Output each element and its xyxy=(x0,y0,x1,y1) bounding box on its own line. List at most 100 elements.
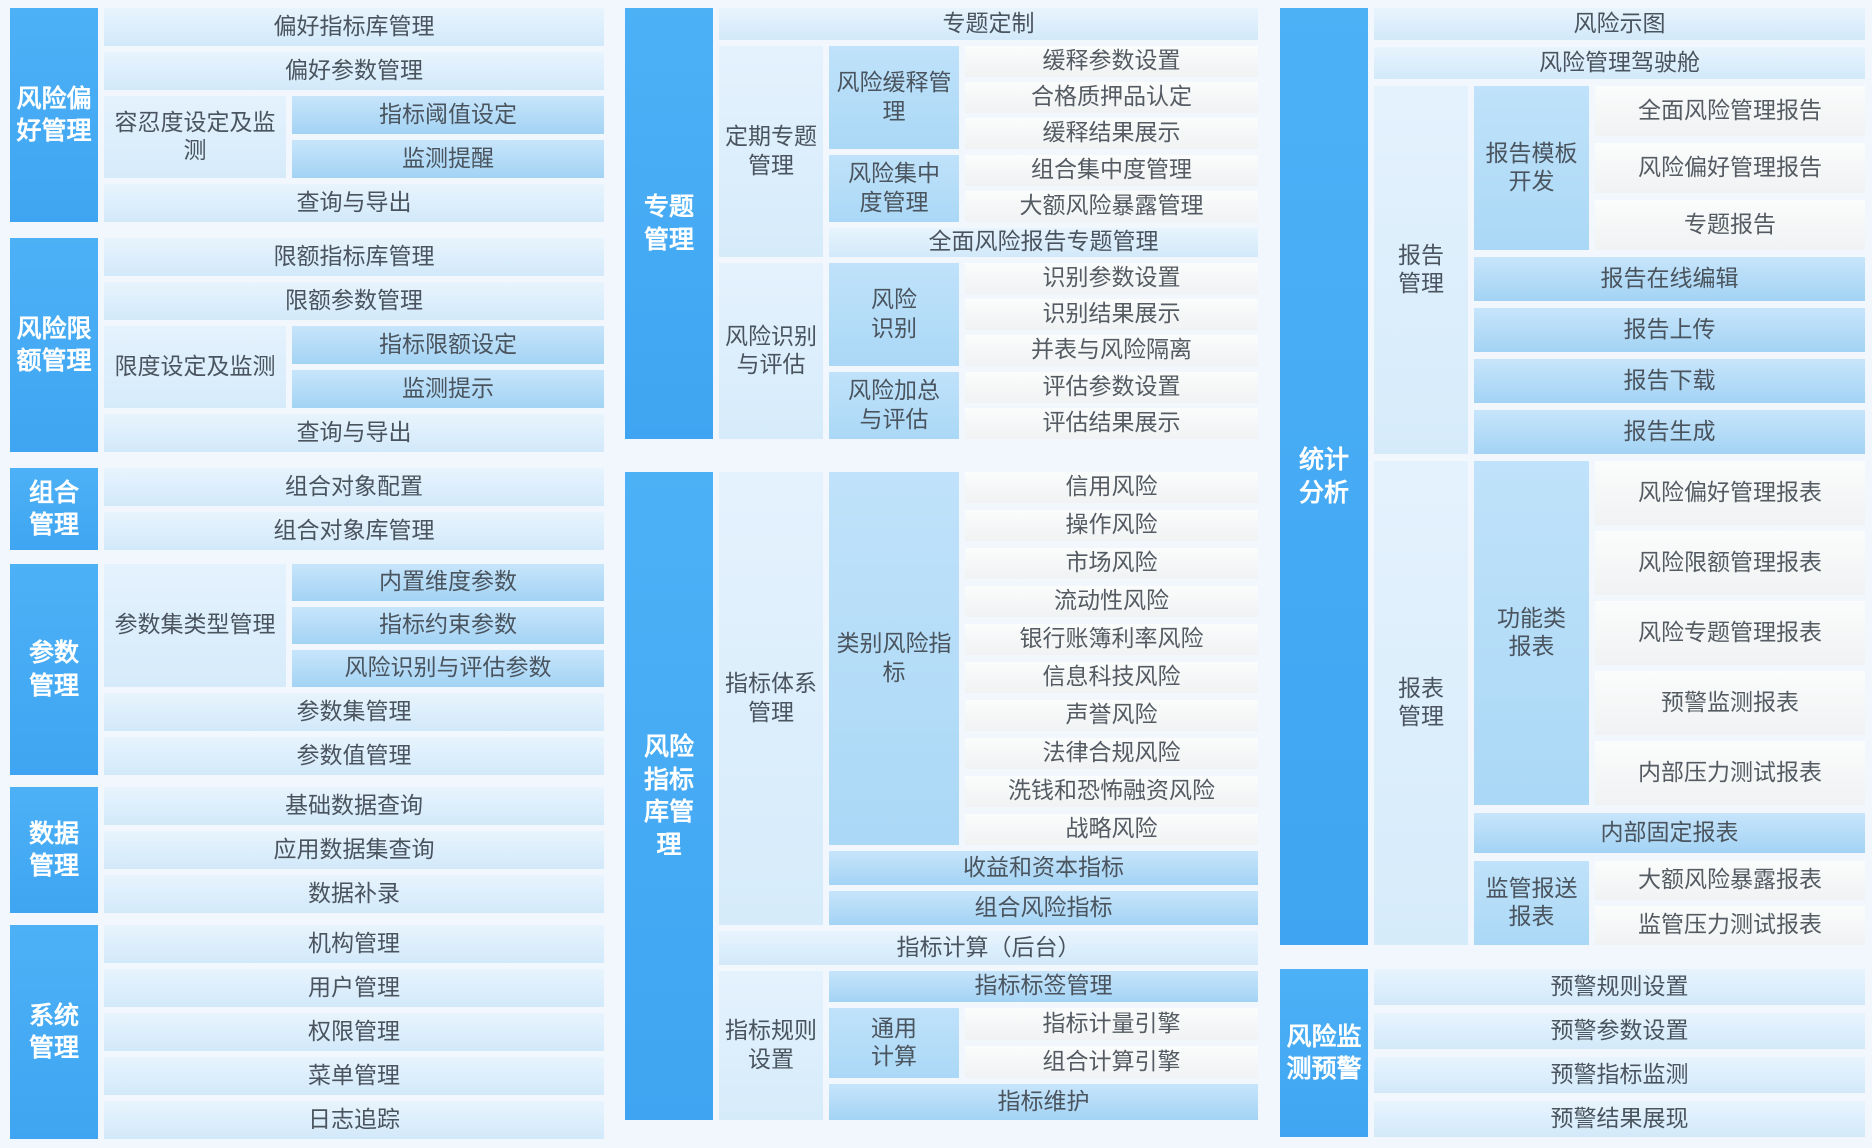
risk-aggregation-evaluation-group: 风险加总 与评估 评估参数设置 评估结果展示 xyxy=(829,372,1258,439)
strategic-risk: 战略风险 xyxy=(965,814,1258,845)
it-risk: 信息科技风险 xyxy=(965,662,1258,693)
risk-monitoring-warning-bar: 风险监 测预警 xyxy=(1280,969,1368,1137)
parameter-value-mgmt: 参数值管理 xyxy=(104,737,604,775)
risk-ident-eval-params: 风险识别与评估参数 xyxy=(292,650,604,687)
risk-mitigation-mgmt-group: 风险缓释管 理缓释参数设置 合格质押品认定 缓释结果展示 xyxy=(829,46,1258,149)
risk-topic-mgmt-statement: 风险专题管理报表 xyxy=(1595,601,1865,665)
risk-appetite-mgmt-bar: 风险偏 好管理 xyxy=(10,8,98,222)
indicator-measurement-engine: 指标计量引擎 xyxy=(965,1008,1258,1040)
monitoring-alert: 监测提示 xyxy=(292,370,604,408)
portfolio-mgmt-section: 组合 管理 组合对象配置 组合对象库管理 xyxy=(10,468,604,550)
indicator-rule-setting: 指标规则 设置 xyxy=(719,971,823,1120)
risk-identification-group: 风险 识别 识别参数设置 识别结果展示 并表与风险隔离 xyxy=(829,263,1258,366)
stack: 类别风险指 标信用风险 操作风险 市场风险 流动性风险 银行账簿利率风险 信息科技风险 声誉… xyxy=(829,472,1258,925)
statistical-analysis-bar: 统计 分析 xyxy=(1280,8,1368,945)
stack: 参数集类型管理 内置维度参数 指标约束参数 风险识别与评估参数参数集管理参数值管理 xyxy=(104,564,604,775)
stack: 风险偏好管理报表 风险限额管理报表 风险专题管理报表 预警监测报表 内部压力测试报表 xyxy=(1595,461,1865,805)
limit-setting-monitoring-group: 限度设定及监测 指标限额设定 监测提示 xyxy=(104,326,604,408)
indicator-rule-setting-group: 指标规则 设置 指标标签管理通用 计算 指标计量引擎 组合计算引擎指标维护 xyxy=(719,971,1258,1120)
application-dataset-query: 应用数据集查询 xyxy=(104,831,604,869)
menu-mgmt: 菜单管理 xyxy=(104,1057,604,1095)
general-calculation-group: 通用 计算 指标计量引擎 组合计算引擎 xyxy=(829,1008,1258,1078)
risk-identification: 风险 识别 xyxy=(829,263,959,366)
indicator-system-mgmt: 指标体系 管理 xyxy=(719,472,823,925)
system-mgmt-section: 系统 管理 机构管理 用户管理 权限管理 菜单管理 日志追踪 xyxy=(10,925,604,1139)
regulatory-submission-statements-group: 监管报送 报表 大额风险暴露报表 监管压力测试报表 xyxy=(1474,861,1865,945)
stack: 组合对象配置 组合对象库管理 xyxy=(104,468,604,550)
portfolio-object-library-mgmt: 组合对象库管理 xyxy=(104,512,604,550)
permission-mgmt: 权限管理 xyxy=(104,1013,604,1051)
regulatory-submission-statements: 监管报送 报表 xyxy=(1474,861,1589,945)
mitigation-result-display: 缓释结果展示 xyxy=(965,118,1258,149)
internal-stress-test-statement: 内部压力测试报表 xyxy=(1595,741,1865,805)
risk-aggregation-evaluation: 风险加总 与评估 xyxy=(829,372,959,439)
stack: 报告模板 开发 全面风险管理报告 风险偏好管理报告 专题报告 报告在线编辑 报告上传 报告下… xyxy=(1474,86,1865,454)
parameter-set-type-mgmt: 参数集类型管理 xyxy=(104,564,286,687)
tolerance-setting-monitoring: 容忍度设定及监 测 xyxy=(104,96,286,178)
topic-customization: 专题定制 xyxy=(719,8,1258,40)
basic-data-query: 基础数据查询 xyxy=(104,787,604,825)
report-online-editing: 报告在线编辑 xyxy=(1474,257,1865,301)
aml-terrorist-financing-risk: 洗钱和恐怖融资风险 xyxy=(965,776,1258,807)
indicator-threshold-setting: 指标阈值设定 xyxy=(292,96,604,134)
category-risk-indicators-group: 类别风险指 标信用风险 操作风险 市场风险 流动性风险 银行账簿利率风险 信息科技风险 声誉… xyxy=(829,472,1258,845)
banking-book-interest-rate-risk: 银行账簿利率风险 xyxy=(965,624,1258,655)
identification-result-display: 识别结果展示 xyxy=(965,299,1258,330)
liquidity-risk: 流动性风险 xyxy=(965,586,1258,617)
reputation-risk: 声誉风险 xyxy=(965,700,1258,731)
stack: 大额风险暴露报表 监管压力测试报表 xyxy=(1595,861,1865,945)
indicator-tag-mgmt: 指标标签管理 xyxy=(829,971,1258,1002)
report-template-dev: 报告模板 开发 xyxy=(1474,86,1589,250)
tolerance-setting-monitoring-group: 容忍度设定及监 测指标阈值设定 监测提醒 xyxy=(104,96,604,178)
eligible-collateral-recognition: 合格质押品认定 xyxy=(965,82,1258,113)
functional-statements-group: 功能类 报表 风险偏好管理报表 风险限额管理报表 风险专题管理报表 预警监测报表 内部压力… xyxy=(1474,461,1865,805)
report-download: 报告下载 xyxy=(1474,359,1865,403)
limit-query-export: 查询与导出 xyxy=(104,414,604,452)
topic-mgmt-bar: 专题 管理 xyxy=(625,8,713,439)
report-mgmt-group: 报告 管理 报告模板 开发 全面风险管理报告 风险偏好管理报告 专题报告 报告在线编辑 报告… xyxy=(1374,86,1865,454)
stack: 机构管理 用户管理 权限管理 菜单管理 日志追踪 xyxy=(104,925,604,1139)
category-risk-indicators: 类别风险指 标 xyxy=(829,472,959,845)
stack: 识别参数设置 识别结果展示 并表与风险隔离 xyxy=(965,263,1258,366)
legal-compliance-risk: 法律合规风险 xyxy=(965,738,1258,769)
stack: 指标标签管理通用 计算 指标计量引擎 组合计算引擎指标维护 xyxy=(829,971,1258,1120)
risk-mitigation-mgmt: 风险缓释管 理 xyxy=(829,46,959,149)
comprehensive-risk-mgmt-report: 全面风险管理报告 xyxy=(1595,86,1865,136)
system-mgmt-bar: 系统 管理 xyxy=(10,925,98,1139)
built-in-dimension-params: 内置维度参数 xyxy=(292,564,604,601)
right-column: 统计 分析 风险示图 风险管理驾驶舱 报告 管理 报告模板 开发 全面风险管理报告 风险偏好… xyxy=(1280,8,1865,1137)
stack: 评估参数设置 评估结果展示 xyxy=(965,372,1258,439)
large-risk-exposure-statement: 大额风险暴露报表 xyxy=(1595,861,1865,900)
general-calculation: 通用 计算 xyxy=(829,1008,959,1078)
functional-statements: 功能类 报表 xyxy=(1474,461,1589,805)
stack: 偏好指标库管理 偏好参数管理 容忍度设定及监 测指标阈值设定 监测提醒 查询与导出 xyxy=(104,8,604,222)
risk-appetite-mgmt-section: 风险偏 好管理 偏好指标库管理 偏好参数管理 容忍度设定及监 测指标阈值设定 监测提醒查… xyxy=(10,8,604,222)
risk-monitoring-warning-section: 风险监 测预警 预警规则设置 预警参数设置 预警指标监测 预警结果展现 xyxy=(1280,969,1865,1137)
risk-identification-evaluation: 风险识别 与评估 xyxy=(719,263,823,439)
risk-limit-mgmt-bar: 风险限 额管理 xyxy=(10,238,98,452)
monitoring-reminder: 监测提醒 xyxy=(292,140,604,178)
stack: 限额指标库管理 限额参数管理 限度设定及监测 指标限额设定 监测提示 查询与导出 xyxy=(104,238,604,452)
stack: 指标体系 管理 类别风险指 标信用风险 操作风险 市场风险 流动性风险 银行账簿利率风险信… xyxy=(719,472,1258,1120)
indicator-limit-setting: 指标限额设定 xyxy=(292,326,604,364)
indicator-calculation-backend: 指标计算（后台） xyxy=(719,931,1258,965)
indicator-system-mgmt-group: 指标体系 管理 类别风险指 标信用风险 操作风险 市场风险 流动性风险 银行账簿利率风险信… xyxy=(719,472,1258,925)
risk-indicator-library-mgmt-section: 风险 指标 库管 理指标体系 管理 类别风险指 标信用风险 操作风险 市场风险 流动性风… xyxy=(625,472,1258,1120)
risk-concentration-mgmt: 风险集中 度管理 xyxy=(829,155,959,222)
parameter-set-type-mgmt-group: 参数集类型管理 内置维度参数 指标约束参数 风险识别与评估参数 xyxy=(104,564,604,687)
stack: 指标限额设定 监测提示 xyxy=(292,326,604,408)
left-column: 风险偏 好管理 偏好指标库管理 偏好参数管理 容忍度设定及监 测指标阈值设定 监测提醒查… xyxy=(10,8,604,1139)
log-tracking: 日志追踪 xyxy=(104,1101,604,1139)
data-mgmt-bar: 数据 管理 xyxy=(10,787,98,913)
parameter-mgmt-bar: 参数 管理 xyxy=(10,564,98,775)
warning-indicator-monitoring: 预警指标监测 xyxy=(1374,1057,1865,1093)
evaluation-result-display: 评估结果展示 xyxy=(965,408,1258,439)
indicator-maintenance: 指标维护 xyxy=(829,1084,1258,1120)
stack: 组合集中度管理 大额风险暴露管理 xyxy=(965,155,1258,222)
topic-report: 专题报告 xyxy=(1595,200,1865,250)
portfolio-concentration-mgmt: 组合集中度管理 xyxy=(965,155,1258,186)
data-supplement: 数据补录 xyxy=(104,875,604,913)
internal-fixed-statements: 内部固定报表 xyxy=(1474,813,1865,853)
risk-limit-mgmt-statement: 风险限额管理报表 xyxy=(1595,531,1865,595)
parameter-set-mgmt: 参数集管理 xyxy=(104,693,604,731)
